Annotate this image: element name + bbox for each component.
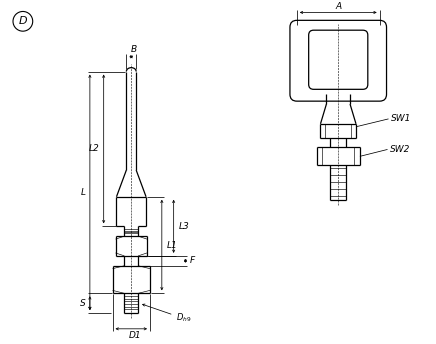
Text: $D_{h9}$: $D_{h9}$	[176, 312, 191, 324]
Text: F: F	[189, 256, 194, 265]
Text: L: L	[81, 188, 86, 197]
Text: L2: L2	[89, 144, 100, 153]
Text: L3: L3	[179, 222, 189, 231]
Text: A: A	[335, 2, 341, 11]
Text: SW2: SW2	[389, 145, 410, 154]
Text: D: D	[19, 16, 27, 26]
Text: SW1: SW1	[391, 115, 411, 123]
Text: L1: L1	[167, 240, 177, 249]
Text: D1: D1	[129, 331, 142, 340]
Text: S: S	[80, 299, 86, 308]
Text: B: B	[131, 45, 137, 54]
